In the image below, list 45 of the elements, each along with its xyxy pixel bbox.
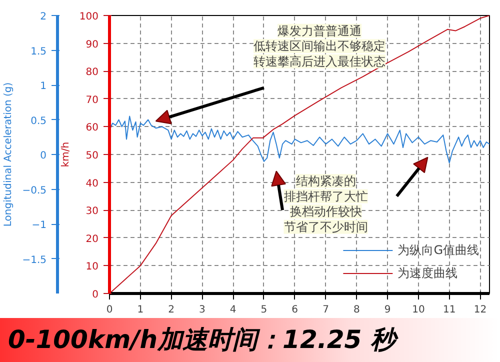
line-series xyxy=(110,116,490,164)
x-tick-label: 8 xyxy=(353,304,360,316)
x-tick-label: 11 xyxy=(442,304,456,316)
x-tick-label: 6 xyxy=(292,304,298,316)
y-tick-label: 80 xyxy=(86,67,99,78)
y2-tick-label: 2 xyxy=(40,12,47,22)
annotation: 结构紧凑的 xyxy=(296,174,356,188)
annotation: 转速攀高后进入最佳状态 xyxy=(254,54,386,68)
y-tick-label: 70 xyxy=(86,94,99,106)
y-tick-label: 10 xyxy=(86,262,99,273)
x-tick-label: 1 xyxy=(137,304,144,316)
y2-tick-label: −0.5 xyxy=(22,185,47,196)
legend-label: 为纵向G值曲线 xyxy=(398,242,479,258)
y2-tick-label: −1 xyxy=(32,220,47,231)
y-tick-label: 30 xyxy=(86,206,99,218)
annotation: 排挡杆帮了大忙 xyxy=(284,189,368,204)
y-tick-label: 0 xyxy=(92,290,99,300)
y2-tick-label: 0 xyxy=(40,150,47,162)
x-tick-label: 10 xyxy=(412,304,425,316)
annotation: 爆发力普普通通 xyxy=(278,24,362,38)
annotation: 低转速区间输出不够稳定 xyxy=(254,39,386,54)
y2-tick-label: 0.5 xyxy=(30,116,47,127)
y2-tick-label: 1 xyxy=(40,81,47,92)
legend-label: 为速度曲线 xyxy=(398,264,458,282)
y-tick-label: 90 xyxy=(86,39,99,50)
x-tick-label: 3 xyxy=(199,304,206,316)
x-tick-label: 12 xyxy=(474,304,487,316)
x-tick-label: 4 xyxy=(230,304,236,316)
y-axis-title: km/h xyxy=(60,142,72,168)
text: 0-100km/h加速时间：12.25 秒 xyxy=(0,318,500,362)
annotation: 换档动作较快 xyxy=(290,204,362,219)
x-tick-label: 9 xyxy=(384,304,391,316)
y-tick-label: 100 xyxy=(79,12,99,22)
x-tick-label: 2 xyxy=(168,304,174,316)
x-tick-label: 0 xyxy=(106,304,113,316)
y-tick-label: 60 xyxy=(86,122,99,134)
y-tick-label: 40 xyxy=(86,178,99,190)
y2-tick-label: 1.5 xyxy=(30,46,47,58)
y-tick-label: 20 xyxy=(86,234,99,245)
annotation: 节省了不少时间 xyxy=(284,220,368,234)
x-tick-label: 7 xyxy=(322,304,329,316)
y-tick-label: 50 xyxy=(86,150,99,162)
x-tick-label: 5 xyxy=(260,304,268,316)
y2-tick-label: −1.5 xyxy=(22,254,47,266)
y2-axis-title: Longitudinal Acceleration (g) xyxy=(3,82,14,227)
